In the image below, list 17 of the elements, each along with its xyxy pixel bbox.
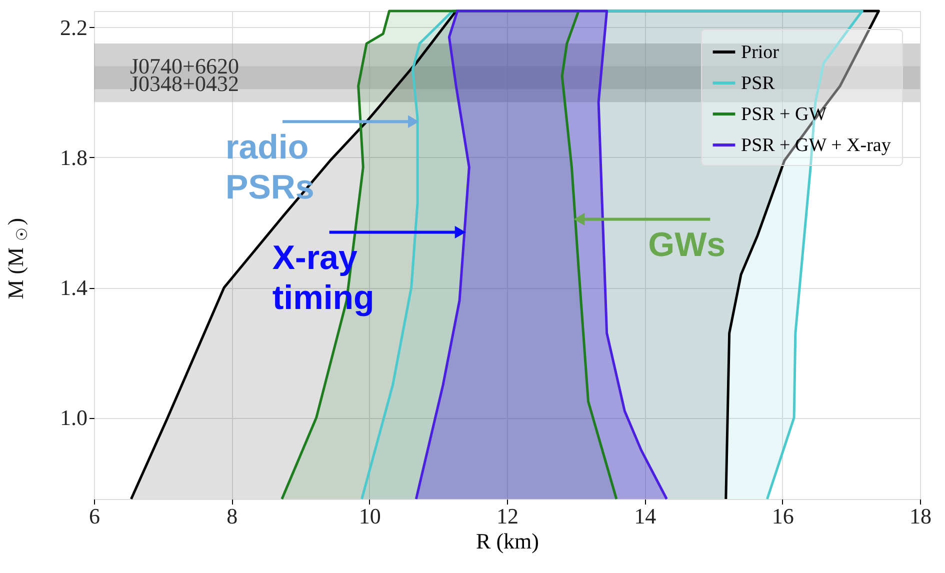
x-tick-label: 18 [910,504,932,528]
x-tick-label: 14 [634,504,656,528]
legend-label: Prior [741,42,780,63]
legend-label: PSR [741,73,776,94]
x-tick-label: 10 [358,504,381,528]
x-tick-label: 8 [226,504,238,528]
y-axis-title: M (M☉) [3,218,31,300]
y-tick-label: 1.8 [60,144,88,170]
x-tick-label: 12 [496,504,518,528]
y-tick-label: 1.0 [60,405,88,430]
legend-label: PSR + GW + X-ray [741,135,892,156]
x-tick-label: 16 [772,504,794,528]
y-tick-label: 2.2 [60,14,88,40]
x-tick-label: 6 [89,504,100,528]
y-tick-label: 1.4 [60,275,88,300]
annotation: GWs [648,226,726,264]
x-axis-title: R (km) [476,528,539,554]
